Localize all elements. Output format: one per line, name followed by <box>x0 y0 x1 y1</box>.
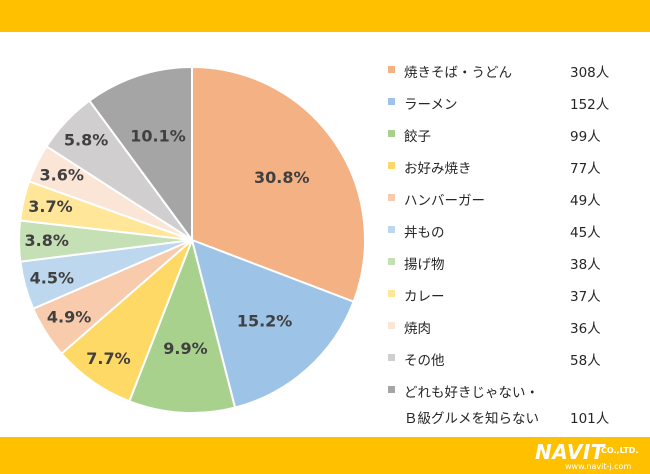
bottom-band <box>0 437 650 474</box>
pie-slice-2 <box>128 236 237 414</box>
pie-slice-label-3: 7.7% <box>86 349 130 368</box>
legend-swatch <box>388 290 395 297</box>
legend-swatch <box>388 258 395 265</box>
logo-main-text: NAVIT <box>535 440 605 464</box>
legend-label: 焼きそば・うどん <box>404 65 512 81</box>
top-band <box>0 0 650 32</box>
legend-label: カレー <box>404 289 445 305</box>
legend-count: 99人 <box>570 129 601 145</box>
legend-count: 58人 <box>570 353 601 369</box>
navit-logo: NAVIT CO.,LTD. www.navit-j.com <box>535 440 647 472</box>
pie-slice-1 <box>190 238 355 409</box>
pie-slice-0 <box>191 65 366 303</box>
logo-url: www.navit-j.com <box>565 462 632 471</box>
legend-count: 38人 <box>570 257 601 273</box>
pie-slice-label-10: 10.1% <box>130 126 186 145</box>
logo-company-suffix: CO.,LTD. <box>601 446 639 455</box>
pie-slice-label-1: 15.2% <box>237 311 293 330</box>
legend-swatch <box>388 66 395 73</box>
pie-slice-label-2: 9.9% <box>163 339 207 358</box>
pie-slice-label-6: 3.8% <box>24 231 68 250</box>
legend-count: 36人 <box>570 321 601 337</box>
legend-label: 焼肉 <box>404 321 431 337</box>
pie-slice-label-9: 5.8% <box>64 131 108 150</box>
pie-chart: 30.8% 15.2% 9.9% 7.7% 4.9% 4.5% 3.8% 3.7% 3.6% 5.… <box>18 65 366 414</box>
legend: 焼きそば・うどん 308人ラーメン 152人餃子 99人お好み焼き 77人ハンバーガー 4… <box>388 0 650 437</box>
legend-swatch <box>388 354 395 361</box>
legend-label: ラーメン <box>404 97 458 113</box>
legend-label: その他 <box>404 353 445 369</box>
legend-count: 308人 <box>570 65 610 81</box>
pie-slice-label-7: 3.7% <box>28 197 72 216</box>
legend-label: 揚げ物 <box>404 257 445 273</box>
legend-count: 45人 <box>570 225 601 241</box>
pie-slice-label-4: 4.9% <box>47 307 91 326</box>
legend-label: どれも好きじゃない・ <box>404 385 539 401</box>
legend-swatch <box>388 386 395 393</box>
legend-label: 丼もの <box>404 225 445 241</box>
legend-swatch <box>388 162 395 169</box>
legend-label: 餃子 <box>404 129 431 145</box>
legend-swatch <box>388 322 395 329</box>
pie-slice-label-5: 4.5% <box>30 268 74 287</box>
legend-label: お好み焼き <box>404 161 472 177</box>
legend-count: 77人 <box>570 161 601 177</box>
legend-swatch <box>388 226 395 233</box>
pie-slice-10 <box>88 65 193 244</box>
pie-slice-label-0: 30.8% <box>254 168 310 187</box>
legend-label: Ｂ級グルメを知らない <box>404 411 539 427</box>
legend-count: 49人 <box>570 193 601 209</box>
legend-count: 152人 <box>570 97 610 113</box>
legend-swatch <box>388 98 395 105</box>
legend-swatch <box>388 130 395 137</box>
legend-swatch <box>388 194 395 201</box>
legend-count: 37人 <box>570 289 601 305</box>
pie-slice-label-8: 3.6% <box>40 166 84 185</box>
legend-count: 101人 <box>570 411 610 427</box>
legend-label: ハンバーガー <box>404 193 485 209</box>
